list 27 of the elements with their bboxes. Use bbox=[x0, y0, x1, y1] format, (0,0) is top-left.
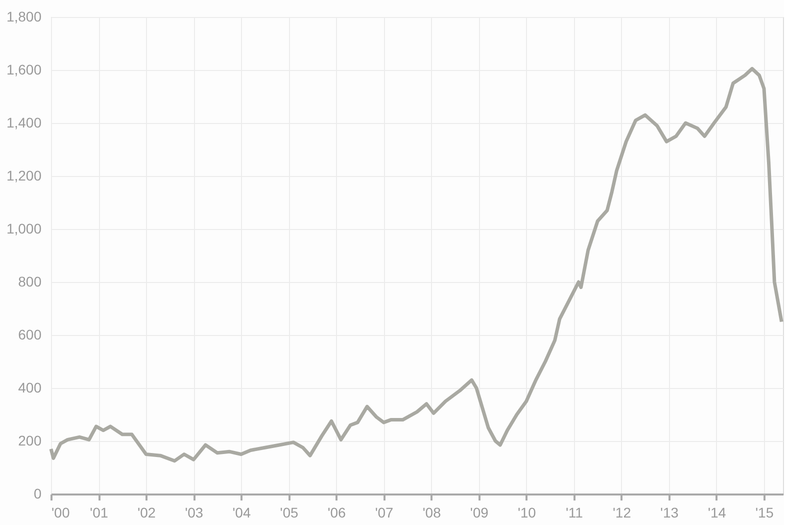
x-tick-label: '00 bbox=[52, 504, 70, 520]
y-tick-label: 800 bbox=[18, 274, 42, 290]
y-tick-label: 400 bbox=[18, 380, 42, 396]
x-tick-label: '09 bbox=[470, 504, 489, 520]
y-tick-label: 600 bbox=[18, 326, 42, 342]
y-tick-label: 1,200 bbox=[6, 168, 42, 184]
x-tick-label: '06 bbox=[328, 504, 346, 520]
y-tick-label: 1,400 bbox=[6, 114, 42, 130]
x-tick-label: '11 bbox=[566, 504, 584, 520]
y-tick-label: 200 bbox=[18, 432, 42, 448]
x-tick-label: '02 bbox=[137, 504, 156, 520]
x-tick-label: '15 bbox=[755, 504, 774, 520]
y-tick-label: 0 bbox=[34, 486, 42, 502]
x-tick-label: '05 bbox=[280, 504, 298, 520]
y-tick-label: 1,000 bbox=[6, 220, 42, 236]
x-tick-label: '10 bbox=[518, 504, 536, 520]
line-series bbox=[49, 66, 784, 463]
x-tick-label: '07 bbox=[375, 504, 394, 520]
y-tick-label: 1,800 bbox=[6, 8, 42, 24]
x-tick-label: '03 bbox=[184, 504, 204, 520]
x-tick-label: '08 bbox=[422, 504, 442, 520]
x-tick-label: '04 bbox=[232, 504, 251, 520]
y-tick-label: 1,600 bbox=[6, 62, 42, 78]
x-tick-label: '14 bbox=[708, 504, 726, 520]
x-tick-label: '12 bbox=[612, 504, 632, 520]
x-tick-label: '01 bbox=[90, 504, 108, 520]
x-tick-label: '13 bbox=[660, 504, 679, 520]
